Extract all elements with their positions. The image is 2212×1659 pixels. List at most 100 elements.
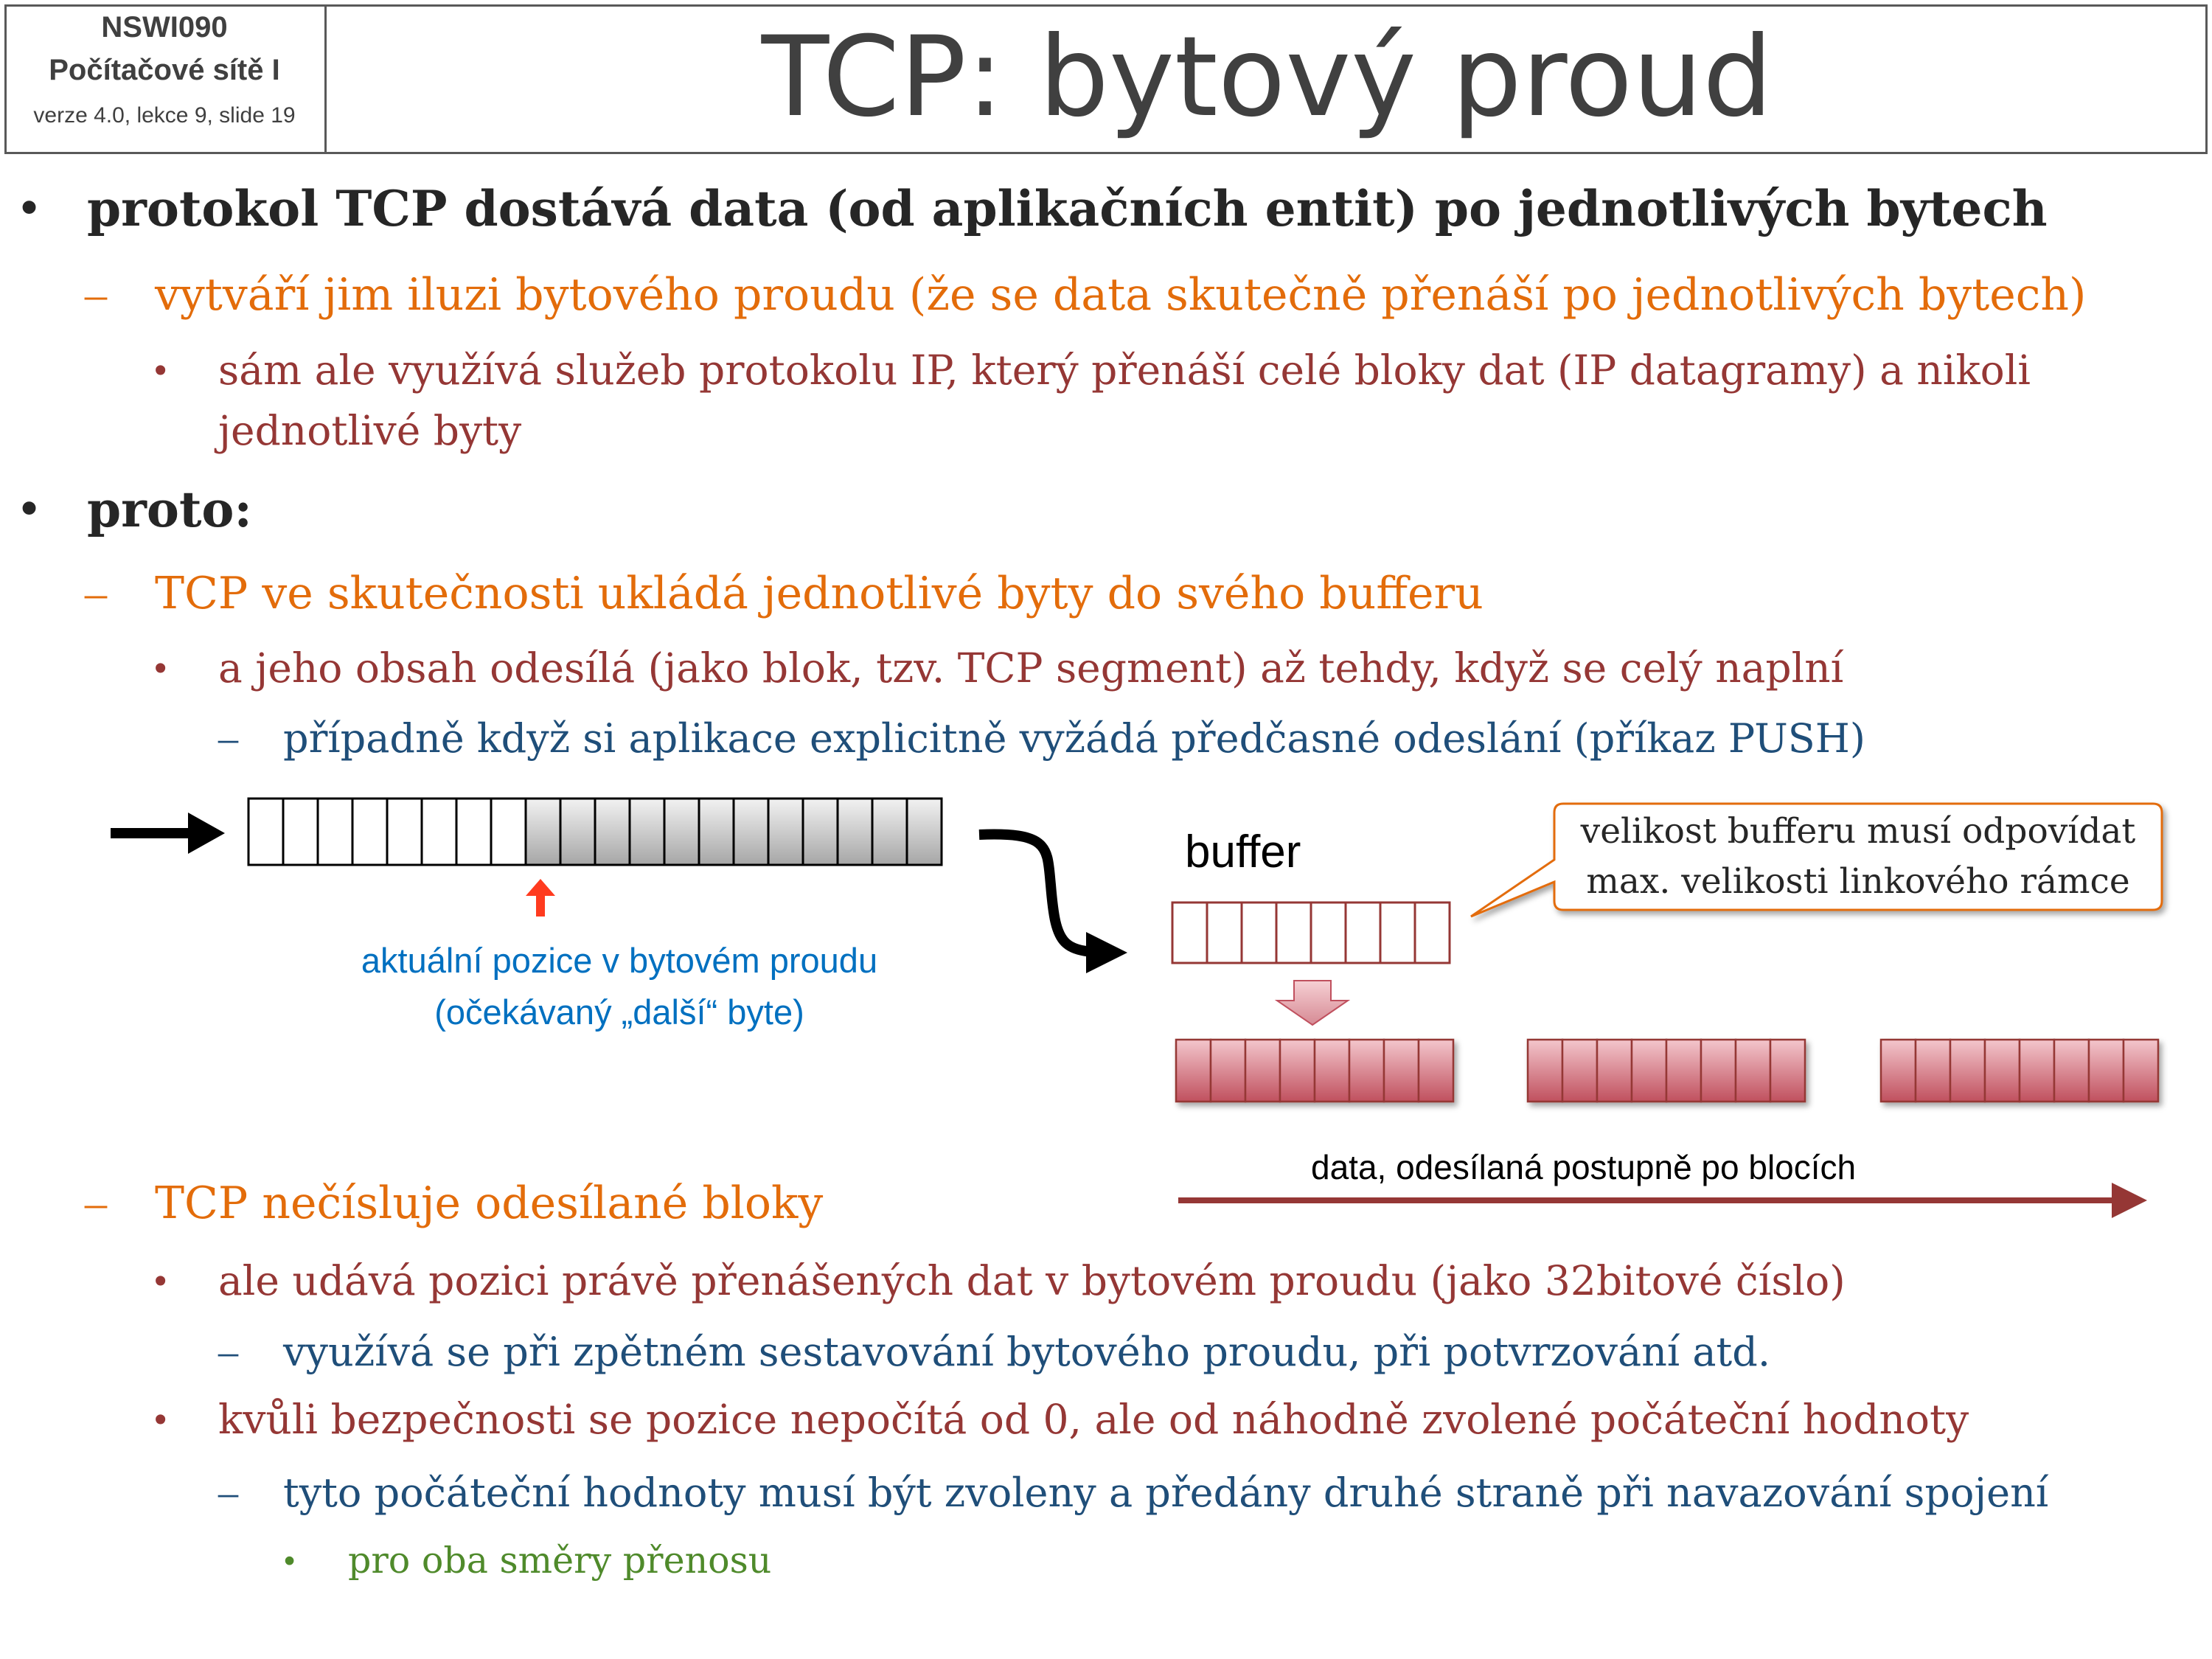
stream-cell-filled bbox=[524, 797, 562, 866]
stream-to-buffer-arrow bbox=[978, 829, 1127, 973]
buffer-cell bbox=[1379, 901, 1416, 964]
position-caption: aktuální pozice v bytovém proudu (očekáv… bbox=[221, 935, 1018, 1038]
course-name: Počítačové sítě I bbox=[49, 54, 280, 86]
stream-cell-empty bbox=[282, 797, 319, 866]
segment-cell bbox=[1769, 1038, 1806, 1103]
segment-cell bbox=[1949, 1038, 1986, 1103]
byte-stream-cells bbox=[247, 797, 943, 866]
buffer-size-callout bbox=[1470, 802, 2163, 918]
stream-cell-filled bbox=[663, 797, 700, 866]
stream-cell-filled bbox=[732, 797, 770, 866]
bullet-marker: • bbox=[153, 347, 168, 392]
dash-marker: – bbox=[85, 568, 107, 617]
buffer-cell bbox=[1413, 901, 1451, 964]
segment-cell bbox=[1348, 1038, 1385, 1103]
callout-line2: max. velikosti linkového rámce bbox=[1586, 861, 2130, 902]
stream-cell-empty bbox=[247, 797, 285, 866]
dash-marker: – bbox=[85, 270, 107, 319]
segment-cell bbox=[1526, 1038, 1564, 1103]
segment-cell bbox=[2087, 1038, 2125, 1103]
bullet-b1-1-1-line1: sám ale využívá služeb protokolu IP, kte… bbox=[218, 347, 2031, 394]
segment-cell bbox=[2018, 1038, 2056, 1103]
stream-cell-empty bbox=[455, 797, 493, 866]
stream-cell-filled bbox=[905, 797, 943, 866]
bullet-b2-2-1: ale udává pozici právě přenášených dat v… bbox=[218, 1257, 1846, 1304]
segment-cell bbox=[1914, 1038, 1952, 1103]
callout-text: velikost bufferu musí odpovídat max. vel… bbox=[1554, 804, 2162, 910]
stream-cell-empty bbox=[386, 797, 423, 866]
segment-cell bbox=[1734, 1038, 1772, 1103]
stream-cell-filled bbox=[628, 797, 666, 866]
stream-cell-empty bbox=[351, 797, 389, 866]
segment-cell bbox=[1630, 1038, 1668, 1103]
stream-cell-filled bbox=[698, 797, 735, 866]
segment-cell bbox=[1596, 1038, 1633, 1103]
dash-marker: – bbox=[218, 1329, 238, 1374]
segment-cell bbox=[1279, 1038, 1316, 1103]
buffer-cell bbox=[1310, 901, 1347, 964]
segment-cell bbox=[1561, 1038, 1599, 1103]
segment-cell bbox=[1879, 1038, 1917, 1103]
buffer-label: buffer bbox=[1185, 827, 1301, 877]
stream-cell-empty bbox=[490, 797, 527, 866]
input-arrow bbox=[111, 813, 225, 854]
segment-block bbox=[1879, 1038, 2160, 1103]
course-code: NSWI090 bbox=[101, 11, 228, 44]
segment-cell bbox=[1313, 1038, 1351, 1103]
stream-cell-filled bbox=[594, 797, 631, 866]
bullet-b2-2-2: kvůli bezpečnosti se pozice nepočítá od … bbox=[218, 1396, 1969, 1443]
segment-cell bbox=[1244, 1038, 1281, 1103]
buffer-cell bbox=[1171, 901, 1208, 964]
segment-cell bbox=[1382, 1038, 1420, 1103]
segment-cell bbox=[2122, 1038, 2160, 1103]
segment-cell bbox=[2053, 1038, 2090, 1103]
stream-cell-filled bbox=[836, 797, 874, 866]
bullet-marker: • bbox=[283, 1540, 296, 1581]
dash-marker: – bbox=[85, 1178, 107, 1227]
buffer-cell bbox=[1206, 901, 1243, 964]
bullet-marker: • bbox=[153, 1258, 168, 1303]
segment-cell bbox=[1665, 1038, 1703, 1103]
bullet-b2-1-1: a jeho obsah odesílá (jako blok, tzv. TC… bbox=[218, 644, 1844, 692]
current-position-arrow bbox=[526, 879, 555, 917]
bullet-b2-1-1-1: případně když si aplikace explicitně vyž… bbox=[283, 715, 1865, 762]
segment-cell bbox=[1175, 1038, 1212, 1103]
buffer-cell bbox=[1275, 901, 1312, 964]
buffer-cells bbox=[1171, 901, 1451, 964]
stream-cell-empty bbox=[316, 797, 354, 866]
dash-marker: – bbox=[218, 716, 238, 760]
segment-blocks bbox=[1175, 1038, 2160, 1103]
stream-cell-empty bbox=[420, 797, 458, 866]
callout-line1: velikost bufferu musí odpovídat bbox=[1580, 811, 2136, 852]
buffer-cell bbox=[1240, 901, 1278, 964]
bullet-marker: • bbox=[21, 481, 38, 535]
stream-cell-filled bbox=[871, 797, 908, 866]
data-arrow-label: data, odesílaná postupně po blocích bbox=[1311, 1148, 1857, 1186]
bullet-b2-2: TCP nečísluje odesílané bloky bbox=[155, 1178, 824, 1229]
dash-marker: – bbox=[218, 1470, 238, 1514]
position-caption-line1: aktuální pozice v bytovém proudu bbox=[361, 941, 878, 980]
bullet-b2: proto: bbox=[87, 481, 252, 538]
bullet-b1-1: vytváří jim iluzi bytového proudu (že se… bbox=[155, 269, 2087, 321]
position-caption-line2: (očekávaný „další“ byte) bbox=[434, 992, 804, 1032]
bullet-marker: • bbox=[153, 645, 168, 690]
bullet-b1-1-1-line2: jednotlivé byty bbox=[218, 407, 522, 454]
bullet-b2-1: TCP ve skutečnosti ukládá jednotlivé byt… bbox=[155, 568, 1484, 619]
segment-cell bbox=[1700, 1038, 1737, 1103]
segment-cell bbox=[1983, 1038, 2021, 1103]
course-info: NSWI090 Počítačové sítě I verze 4.0, lek… bbox=[4, 4, 327, 154]
stream-cell-filled bbox=[559, 797, 597, 866]
slide-title: TCP: bytový proud bbox=[761, 13, 1773, 142]
segment-block bbox=[1175, 1038, 1455, 1103]
segment-cell bbox=[1417, 1038, 1455, 1103]
stream-cell-filled bbox=[767, 797, 804, 866]
bullet-b2-2-2-1: tyto počáteční hodnoty musí být zvoleny … bbox=[283, 1470, 2049, 1516]
buffer-to-segments-arrow bbox=[1274, 980, 1351, 1026]
header-frame bbox=[4, 4, 2208, 154]
bullet-b2-2-2-1-1: pro oba směry přenosu bbox=[348, 1540, 772, 1582]
stream-cell-filled bbox=[801, 797, 839, 866]
segment-block bbox=[1526, 1038, 1806, 1103]
bullet-marker: • bbox=[21, 181, 38, 234]
buffer-cell bbox=[1344, 901, 1382, 964]
